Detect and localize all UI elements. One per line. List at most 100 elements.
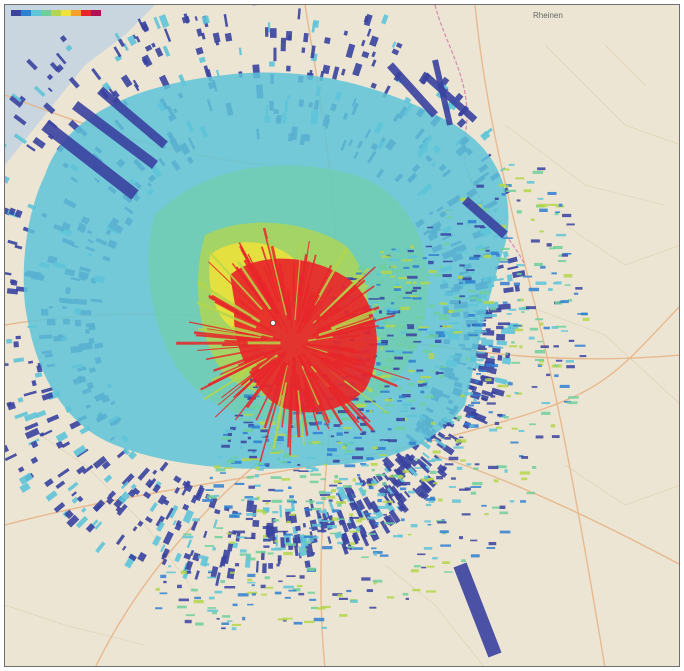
echo-cell bbox=[408, 255, 419, 258]
echo-streak bbox=[422, 72, 478, 123]
echo-cell bbox=[376, 343, 386, 346]
echo-cell bbox=[221, 436, 231, 440]
echo-cell bbox=[144, 44, 153, 52]
echo-cell bbox=[234, 530, 246, 534]
echo-cell bbox=[5, 363, 9, 367]
echo-cell bbox=[437, 372, 444, 374]
echo-cell bbox=[521, 456, 529, 459]
echo-cell bbox=[442, 444, 455, 456]
echo-cell bbox=[504, 185, 509, 188]
echo-cell bbox=[137, 18, 145, 31]
echo-cell bbox=[350, 542, 356, 546]
echo-cell bbox=[231, 627, 237, 631]
echo-cell bbox=[496, 253, 500, 257]
echo-cell bbox=[253, 440, 263, 444]
echo-cell bbox=[474, 225, 485, 228]
echo-cell bbox=[247, 497, 259, 501]
echo-cell bbox=[446, 422, 451, 425]
echo-cell bbox=[378, 454, 388, 456]
echo-cell bbox=[221, 622, 230, 625]
echo-cell bbox=[357, 408, 364, 411]
echo-cell bbox=[361, 50, 370, 59]
echo-ray bbox=[312, 279, 366, 327]
echo-cell bbox=[26, 58, 38, 71]
echo-cell bbox=[310, 473, 322, 476]
echo-cell bbox=[247, 581, 256, 584]
echo-cell bbox=[239, 446, 244, 449]
echo-cell bbox=[405, 597, 409, 600]
echo-cell bbox=[518, 307, 530, 311]
echo-cell bbox=[478, 294, 487, 299]
echo-cell bbox=[260, 584, 266, 589]
echo-cell bbox=[278, 580, 283, 583]
echo-cell bbox=[166, 571, 176, 574]
echo-cell bbox=[344, 431, 349, 434]
echo-cell bbox=[406, 333, 417, 337]
echo-cell bbox=[155, 607, 163, 610]
echo-cell bbox=[224, 505, 233, 509]
echo-cell bbox=[337, 593, 343, 598]
echo-cell bbox=[485, 328, 491, 331]
echo-cell bbox=[401, 464, 412, 468]
echo-cell bbox=[481, 389, 494, 397]
echo-cell bbox=[248, 485, 255, 489]
echo-cell bbox=[319, 521, 325, 531]
echo-cell bbox=[69, 419, 81, 430]
echo-cell bbox=[302, 548, 308, 551]
echo-cell bbox=[386, 309, 391, 313]
echo-cell bbox=[151, 535, 162, 547]
echo-cell bbox=[352, 456, 364, 460]
echo-cell bbox=[540, 345, 549, 349]
echo-ray bbox=[305, 343, 355, 351]
echo-cell bbox=[213, 465, 221, 469]
echo-cell bbox=[476, 184, 485, 188]
echo-cell bbox=[421, 566, 427, 569]
echo-cell bbox=[309, 527, 313, 530]
echo-cell bbox=[458, 436, 464, 439]
echo-cell bbox=[514, 284, 520, 292]
echo-cell bbox=[75, 515, 89, 529]
echo-cell bbox=[262, 526, 274, 530]
echo-cell bbox=[379, 264, 386, 268]
echo-cell bbox=[541, 411, 551, 415]
echo-cell bbox=[497, 322, 511, 326]
echo-cell bbox=[33, 85, 46, 97]
echo-cell bbox=[274, 540, 278, 543]
echo-cell bbox=[379, 554, 389, 557]
echo-cell bbox=[182, 535, 194, 539]
echo-cell bbox=[387, 494, 396, 504]
echo-cell bbox=[299, 475, 307, 479]
echo-cell bbox=[373, 552, 377, 556]
echo-cell bbox=[374, 303, 378, 306]
echo-cell bbox=[262, 500, 271, 502]
echo-cell bbox=[494, 197, 499, 201]
echo-ray bbox=[338, 354, 360, 362]
echo-cell bbox=[213, 484, 225, 488]
echo-cell bbox=[201, 15, 210, 25]
echo-cell bbox=[393, 285, 402, 289]
echo-cell bbox=[458, 536, 464, 540]
echo-cell bbox=[402, 351, 413, 354]
echo-cell bbox=[397, 534, 403, 538]
echo-cell bbox=[152, 469, 158, 475]
echo-cell bbox=[449, 322, 459, 324]
echo-cell bbox=[247, 436, 252, 440]
echo-cell bbox=[552, 245, 563, 250]
echo-cell bbox=[558, 254, 562, 257]
echo-cell bbox=[365, 512, 372, 515]
echo-cell bbox=[381, 255, 390, 258]
echo-cell bbox=[194, 570, 200, 580]
legend-swatch bbox=[41, 10, 51, 16]
echo-cell bbox=[142, 491, 152, 500]
echo-cell bbox=[436, 334, 446, 338]
echo-cell bbox=[459, 264, 465, 267]
echo-cell bbox=[299, 575, 305, 579]
echo-cell bbox=[412, 487, 421, 498]
echo-cell bbox=[103, 474, 113, 483]
echo-cell bbox=[434, 339, 442, 344]
echo-cell bbox=[393, 367, 400, 371]
echo-cell bbox=[46, 414, 60, 423]
echo-cell bbox=[113, 46, 122, 58]
echo-cell bbox=[409, 295, 418, 297]
echo-cell bbox=[76, 465, 86, 475]
